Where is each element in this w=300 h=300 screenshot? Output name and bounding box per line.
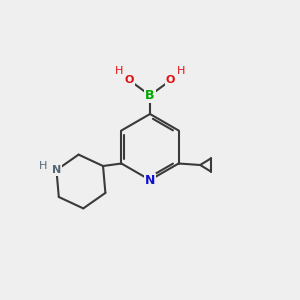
- Text: O: O: [125, 75, 134, 85]
- Text: N: N: [52, 165, 61, 175]
- Text: O: O: [166, 75, 175, 85]
- Text: H: H: [39, 160, 47, 171]
- Text: N: N: [145, 173, 155, 187]
- Text: H: H: [177, 66, 185, 76]
- Text: H: H: [115, 66, 123, 76]
- Text: B: B: [145, 89, 155, 102]
